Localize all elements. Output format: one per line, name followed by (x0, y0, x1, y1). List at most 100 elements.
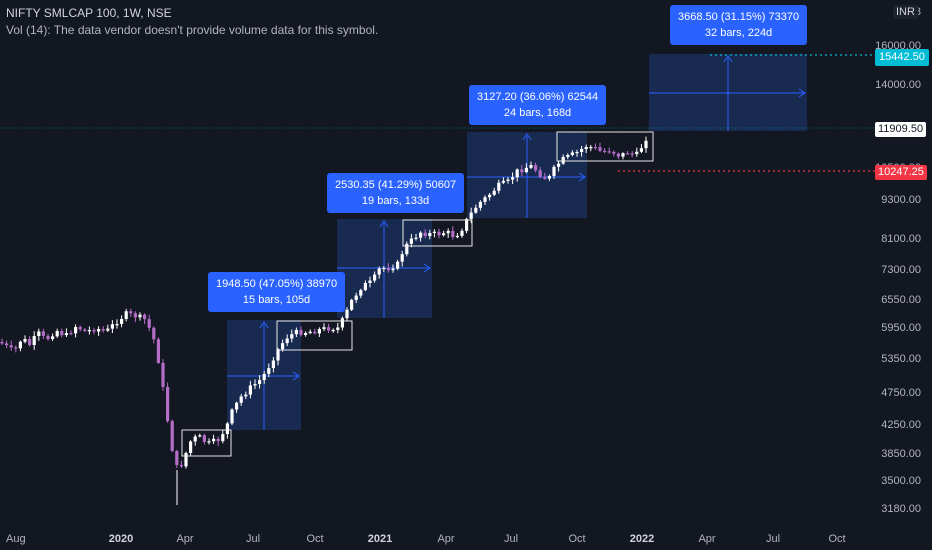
candle-body (225, 423, 229, 435)
candle-body (547, 176, 551, 179)
candle-body (216, 438, 220, 442)
candle-body (501, 180, 505, 183)
candle-body (92, 330, 96, 332)
candle-body (120, 319, 124, 325)
measure-callout-4-line1: 3668.50 (31.15%) 73370 (678, 11, 800, 23)
candle-body (451, 230, 455, 237)
candle-body (373, 274, 377, 281)
candle-body (566, 154, 570, 157)
candle-body (575, 151, 579, 154)
volume-indicator-note[interactable]: Vol (14): The data vendor doesn't provid… (6, 23, 379, 37)
measure-arrow-head (259, 321, 269, 329)
consolidation-box-2 (276, 320, 353, 351)
candle-body (386, 267, 390, 271)
consolidation-box-3 (402, 219, 473, 247)
candle-body (258, 380, 262, 384)
candle-body (138, 314, 142, 318)
x-tick-label: Jul (246, 533, 260, 545)
candle-body (106, 328, 110, 331)
candle-body (74, 327, 78, 334)
measure-callout-4[interactable]: 3668.50 (31.15%) 73370 32 bars, 224d (670, 5, 808, 45)
chart-legend-title[interactable]: NIFTY SMLCAP 100, 1W, NSE (6, 6, 172, 20)
candle-body (327, 327, 331, 331)
candle-body (483, 197, 487, 202)
candle-body (60, 331, 64, 336)
candle-body (322, 327, 326, 330)
candle-body (267, 368, 271, 374)
candle-body (515, 169, 519, 178)
measure-arrow-head (798, 88, 806, 98)
candle-body (391, 268, 395, 271)
candle-body (474, 207, 478, 213)
candle-body (87, 330, 91, 332)
candle-body (506, 179, 510, 181)
x-tick-label: Jul (766, 533, 780, 545)
price-label-upper: 15442.50 (875, 49, 929, 66)
y-tick-label: 14000.00 (875, 79, 921, 91)
candle-body (184, 452, 188, 467)
measure-callout-2-line2: 19 bars, 133d (361, 195, 430, 207)
candle-body (304, 333, 308, 335)
candle-body (584, 147, 588, 150)
candle-body (497, 182, 501, 191)
candle-body (557, 163, 561, 167)
measure-arrow-head (723, 55, 733, 63)
currency-label[interactable]: INR (893, 5, 918, 19)
x-tick-label: Oct (828, 533, 845, 545)
candle-body (262, 373, 266, 381)
candle-body (552, 166, 556, 177)
candle-body (478, 201, 482, 208)
candle-body (626, 153, 630, 155)
candle-body (161, 362, 165, 387)
candle-body (598, 147, 602, 151)
candle-body (368, 280, 372, 283)
candle-body (221, 434, 225, 442)
y-tick-label: 3850.00 (881, 448, 921, 460)
candle-body (488, 194, 492, 198)
candle-body (331, 329, 335, 332)
candle-body (465, 218, 469, 231)
candle-body (37, 331, 41, 337)
candle-body (317, 329, 321, 334)
measure-callout-1[interactable]: 1948.50 (47.05%) 38970 15 bars, 105d (208, 272, 346, 312)
x-tick-label: Oct (568, 533, 585, 545)
x-tick-label: Apr (698, 533, 715, 545)
y-tick-label: 3180.00 (881, 503, 921, 515)
candle-body (354, 295, 358, 300)
x-tick-label: 2021 (368, 533, 392, 545)
candle-body (543, 176, 547, 179)
candle-body (271, 360, 275, 369)
measure-callout-3[interactable]: 3127.20 (36.06%) 62544 24 bars, 168d (469, 85, 607, 125)
candle-body (166, 386, 170, 422)
measure-callout-2[interactable]: 2530.35 (41.29%) 50607 19 bars, 133d (327, 173, 465, 213)
candle-body (603, 150, 607, 152)
y-tick-label: 4250.00 (881, 419, 921, 431)
candle-body (414, 237, 418, 239)
measure-callout-1-line2: 15 bars, 105d (242, 294, 311, 306)
candle-body (23, 339, 27, 342)
measure-arrow-head (522, 133, 532, 141)
candle-body (529, 165, 533, 168)
candle-body (345, 309, 349, 319)
candle-body (469, 212, 473, 219)
candle-body (46, 335, 50, 340)
consolidation-box-1 (181, 429, 232, 457)
candle-body (570, 152, 574, 155)
candle-body (83, 329, 87, 331)
candle-body (28, 339, 32, 346)
y-tick-label: 8100.00 (881, 233, 921, 245)
candle-body (621, 153, 625, 157)
candle-body (423, 232, 427, 237)
candle-body (405, 243, 409, 255)
candle-body (69, 333, 73, 335)
y-tick-label: 5950.00 (881, 322, 921, 334)
candle-body (520, 169, 524, 173)
consolidation-box-4 (556, 131, 654, 162)
candle-body (593, 146, 597, 149)
candle-body (285, 338, 289, 344)
candle-body (589, 146, 593, 149)
candle-body (198, 435, 202, 437)
candle-body (308, 331, 312, 334)
